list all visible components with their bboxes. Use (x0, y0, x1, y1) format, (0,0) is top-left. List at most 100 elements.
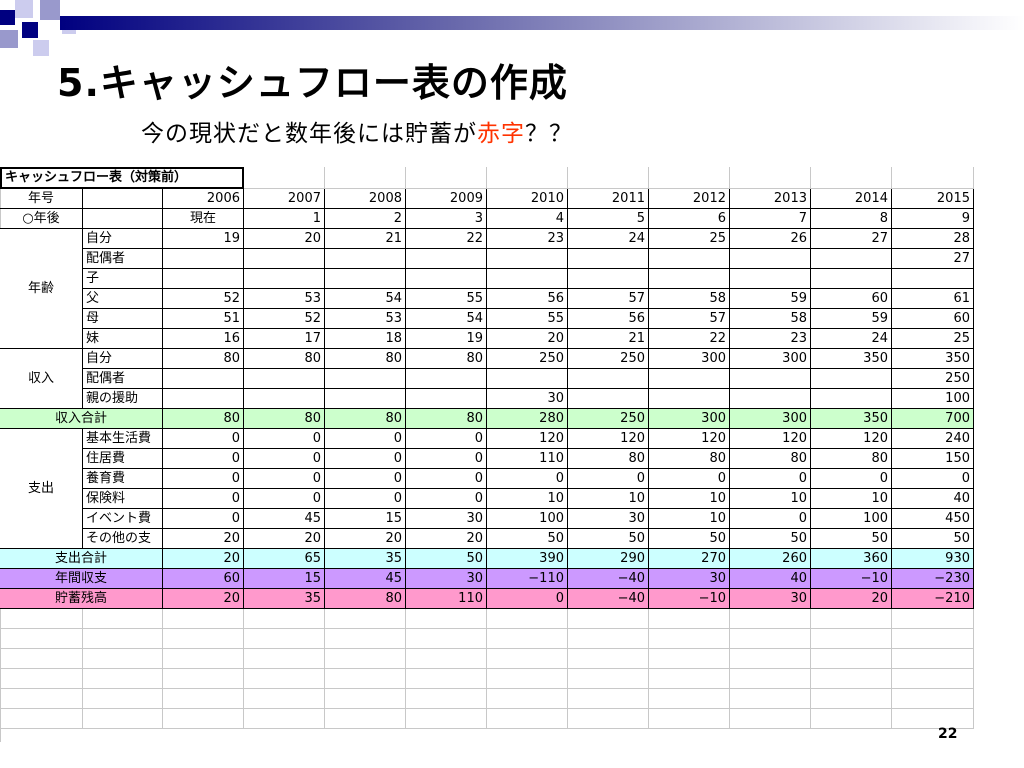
table-cell: 25 (892, 329, 974, 349)
empty-cell (325, 649, 406, 669)
table-cell: 30 (649, 569, 730, 589)
table-cell: 30 (568, 509, 649, 529)
table-cell: 2009 (406, 189, 487, 209)
table-cell: 60 (811, 289, 892, 309)
table-cell: 28 (892, 229, 974, 249)
table-row: 父 52 53 54 55 56 57 58 59 60 61 (0, 289, 974, 309)
empty-cell (649, 669, 730, 689)
table-cell: −40 (568, 589, 649, 609)
table-cell: 58 (730, 309, 811, 329)
empty-cell (730, 167, 811, 189)
table-cell (568, 369, 649, 389)
table-cell: 52 (244, 309, 325, 329)
table-cell: 20 (487, 329, 568, 349)
table-cell: 24 (568, 229, 649, 249)
table-cell: 52 (163, 289, 244, 309)
table-cell: 0 (730, 469, 811, 489)
table-row: 養育費 0 0 0 0 0 0 0 0 0 0 (0, 469, 974, 489)
empty-cell (487, 689, 568, 709)
row-label: 年号 (0, 189, 83, 209)
table-cell: 61 (892, 289, 974, 309)
table-cell: 50 (487, 529, 568, 549)
table-cell: 80 (163, 349, 244, 369)
table-cell: 35 (325, 549, 406, 569)
table-cell: 250 (568, 349, 649, 369)
table-cell (406, 249, 487, 269)
deco-square (15, 0, 33, 18)
empty-cell (568, 629, 649, 649)
table-cell: 2007 (244, 189, 325, 209)
deco-square (0, 30, 18, 48)
table-title-row: キャッシュフロー表（対策前） (0, 167, 974, 189)
table-cell: 2014 (811, 189, 892, 209)
table-cell: 54 (406, 309, 487, 329)
table-cell: 7 (730, 209, 811, 229)
table-cell (730, 369, 811, 389)
table-cell: 1 (244, 209, 325, 229)
empty-cell (244, 167, 325, 189)
table-cell: 350 (811, 409, 892, 429)
table-cell: 20 (163, 589, 244, 609)
empty-cell (163, 649, 244, 669)
subtitle-main: 今の現状だと数年後には貯蓄が (141, 121, 477, 147)
table-cell: 17 (244, 329, 325, 349)
table-row: 年齢 自分 19 20 21 22 23 24 25 26 27 28 (0, 229, 974, 349)
table-cell: 30 (487, 389, 568, 409)
table-cell: 20 (163, 529, 244, 549)
table-cell: 50 (892, 529, 974, 549)
table-cell (730, 249, 811, 269)
table-row: 子 (0, 269, 974, 289)
table-cell: 21 (325, 229, 406, 249)
table-cell (487, 369, 568, 389)
slide-subtitle: 今の現状だと数年後には貯蓄が赤字？？ (141, 114, 573, 148)
empty-cell (325, 629, 406, 649)
table-cell: −210 (892, 589, 974, 609)
table-cell: 57 (649, 309, 730, 329)
empty-cell (0, 669, 83, 689)
empty-cell (325, 689, 406, 709)
table-cell: 30 (730, 589, 811, 609)
table-cell: 23 (730, 329, 811, 349)
table-cell: 930 (892, 549, 974, 569)
table-cell: 0 (325, 489, 406, 509)
table-cell: 2008 (325, 189, 406, 209)
empty-cell (325, 167, 406, 189)
page-number: 22 (938, 726, 958, 742)
empty-cell (487, 709, 568, 729)
table-cell: 45 (325, 569, 406, 589)
empty-cell (811, 609, 892, 629)
table-cell: 8 (811, 209, 892, 229)
table-cell: 0 (325, 429, 406, 449)
table-cell: 2 (325, 209, 406, 229)
table-cell (487, 249, 568, 269)
row-label: 年間収支 (0, 569, 163, 589)
empty-cell (487, 609, 568, 629)
table-cell: 290 (568, 549, 649, 569)
table-cell: 80 (163, 409, 244, 429)
table-cell: 0 (325, 469, 406, 489)
table-cell: 55 (487, 309, 568, 329)
table-cell: 80 (325, 589, 406, 609)
empty-cell (568, 167, 649, 189)
table-cell: 20 (244, 229, 325, 249)
table-cell: 50 (649, 529, 730, 549)
empty-cell (406, 167, 487, 189)
table-cell: 80 (568, 449, 649, 469)
table-cell: 56 (568, 309, 649, 329)
table-row: 配偶者 27 (0, 249, 974, 269)
deco-square (22, 22, 38, 38)
empty-cell (568, 669, 649, 689)
row-label: 収入合計 (0, 409, 163, 429)
table-cell (406, 389, 487, 409)
row-label: その他の支 (83, 529, 163, 549)
table-cell (163, 389, 244, 409)
table-row: 収入 自分 80 80 80 80 250 250 300 300 350 350 (0, 349, 974, 409)
row-label: 養育費 (83, 469, 163, 489)
table-cell: 120 (487, 429, 568, 449)
table-cell: 35 (244, 589, 325, 609)
empty-cell (406, 609, 487, 629)
table-cell: 0 (244, 449, 325, 469)
table-cell: 20 (325, 529, 406, 549)
table-cell: 0 (244, 469, 325, 489)
table-cell: 450 (892, 509, 974, 529)
